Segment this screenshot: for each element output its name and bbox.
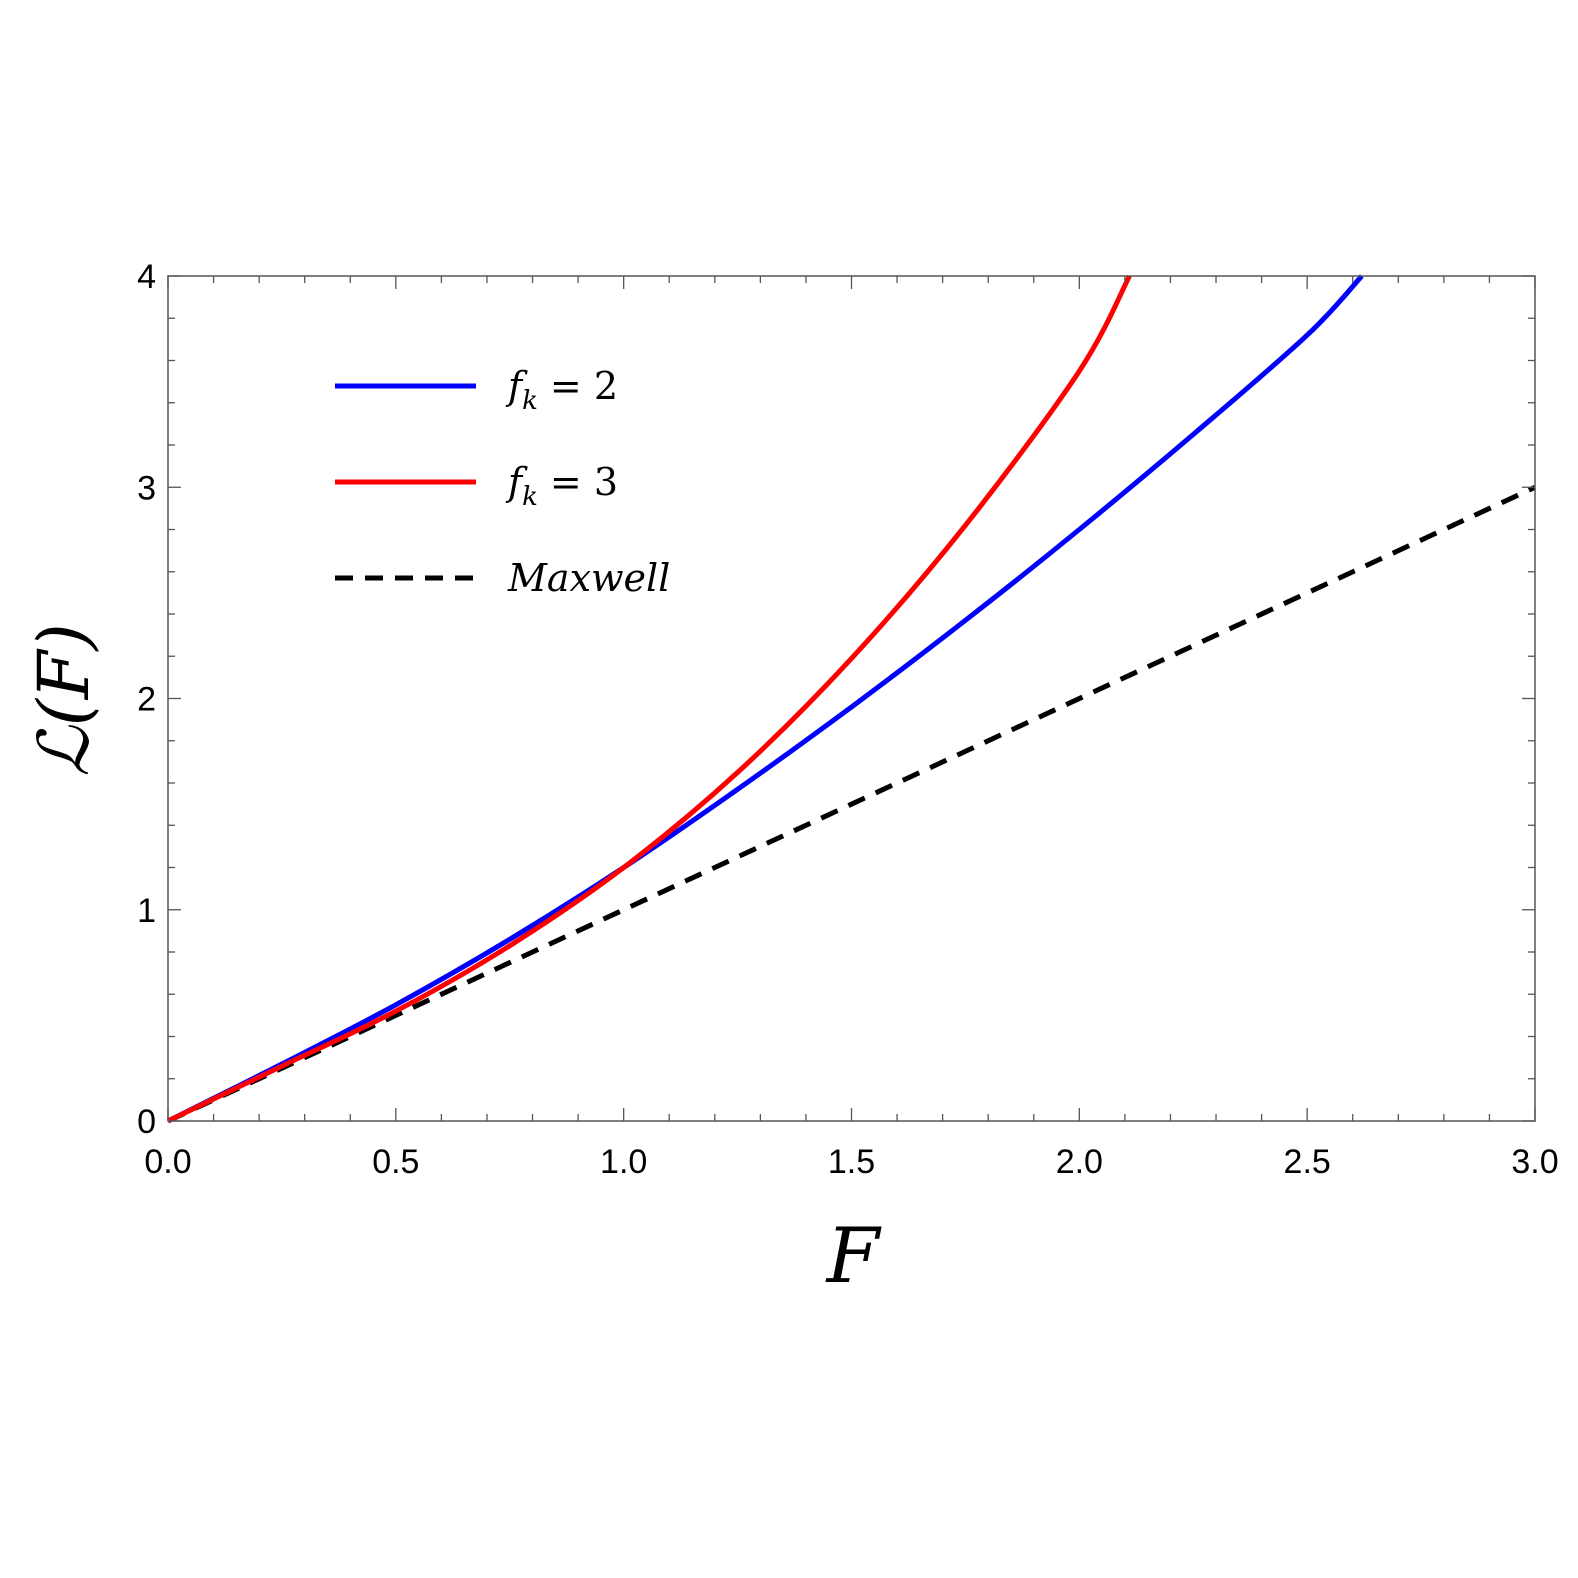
axis-ticks: [167, 275, 1536, 1122]
x-tick-label: 0.5: [372, 1143, 419, 1181]
y-tick-label: 1: [137, 892, 156, 930]
x-tick-label: 1.5: [828, 1143, 875, 1181]
legend-label: fk = 3: [505, 460, 618, 512]
legend-label-base: Maxwell: [507, 556, 670, 600]
y-tick-label: 2: [137, 681, 156, 719]
x-axis-label: F: [825, 1211, 882, 1300]
x-tick-label: 2.0: [1056, 1143, 1103, 1181]
y-axis-label: ℒ(F): [23, 623, 105, 777]
y-tick-label: 3: [137, 469, 156, 507]
series-line-f3: [166, 274, 1132, 1124]
tick-labels: 0.0 0.5 1.0 1.5 2.0 2.5 3.0 0 1 2 3 4: [137, 258, 1559, 1181]
legend-label-value: = 3: [538, 460, 618, 504]
series-line-maxwell: [166, 485, 1537, 1124]
y-tick-label: 4: [137, 258, 156, 296]
legend-label-subscript: k: [522, 482, 538, 512]
legend: fk = 2 fk = 3 Maxwell: [335, 364, 670, 600]
x-tick-label: 3.0: [1511, 1143, 1558, 1181]
x-tick-label: 2.5: [1284, 1143, 1331, 1181]
y-tick-label: 0: [137, 1103, 156, 1141]
x-tick-label: 0.0: [144, 1143, 191, 1181]
plot-curves: [166, 274, 1537, 1124]
x-tick-label: 1.0: [600, 1143, 647, 1181]
legend-label: Maxwell: [507, 556, 670, 600]
series-line-f2: [166, 274, 1364, 1124]
legend-label-value: = 2: [538, 364, 618, 408]
legend-label-subscript: k: [522, 386, 538, 416]
legend-label: fk = 2: [505, 364, 618, 416]
